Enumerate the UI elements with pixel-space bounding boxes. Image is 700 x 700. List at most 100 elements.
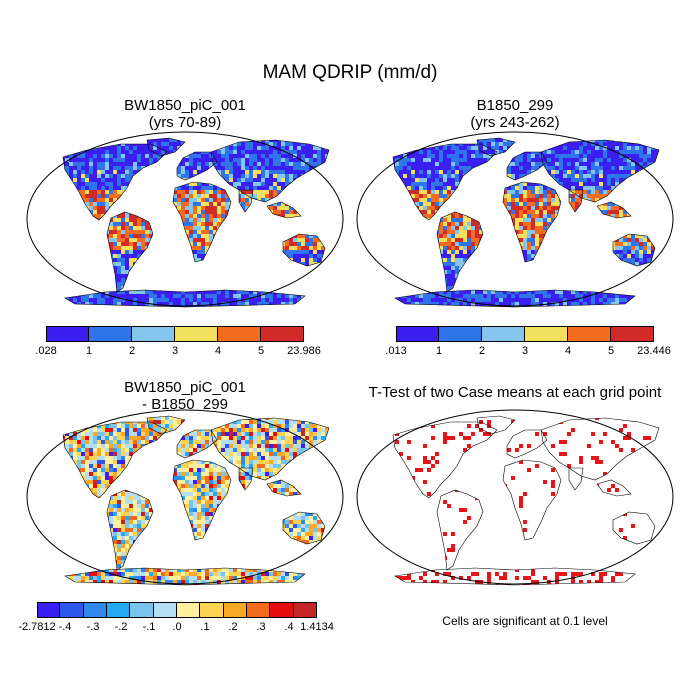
colorbar-case1-label: 3	[171, 345, 179, 357]
map-ttest-coastline-na	[392, 421, 498, 499]
colorbar-case1-swatch	[175, 326, 218, 342]
colorbar-case2-label: .013	[385, 345, 407, 357]
colorbar-diff-label: -.3	[86, 621, 100, 633]
map-case1-coastline-as	[210, 139, 330, 203]
map-case1-coastline-eu	[176, 151, 218, 181]
map-case2	[356, 131, 674, 308]
colorbar-diff-swatch	[293, 602, 317, 618]
map-case1-coastline-sa	[106, 211, 154, 293]
map-case1	[26, 131, 344, 308]
colorbar-case2-swatch	[396, 326, 439, 342]
colorbar-diff-swatch	[60, 602, 84, 618]
map-case2-coastline-as	[540, 139, 660, 203]
map-ttest-coastline-as	[540, 417, 660, 481]
colorbar-case1-swatch	[132, 326, 175, 342]
colorbar-diff-label: .2	[228, 621, 238, 633]
panel-case2-title-line2: (yrs 243-262)	[470, 114, 560, 131]
figure-title: MAM QDRIP (mm/d)	[262, 62, 438, 83]
ttest-significance-note: Cells are significant at 0.1 level	[442, 614, 608, 628]
colorbar-case2-swatch	[611, 326, 654, 342]
map-diff-border	[26, 409, 344, 585]
map-ttest-coastline-sea	[596, 479, 632, 497]
colorbar-case1-label: 1	[85, 345, 93, 357]
map-case1-border	[26, 131, 344, 307]
map-ttest-coastline-gl	[476, 415, 516, 435]
colorbar-case1: .028 1 2 3 4 5 23.986	[35, 326, 321, 360]
map-case2-coastline-ind	[568, 189, 584, 213]
colorbar-diff-label: .0	[172, 621, 182, 633]
map-ttest	[356, 409, 674, 586]
colorbar-case2-label: 23.446	[637, 345, 671, 357]
panel-diff-title-line2: - B1850_299	[142, 396, 228, 413]
colorbar-diff-swatch	[130, 602, 154, 618]
map-ttest-coastline-eu	[506, 429, 548, 459]
colorbar-case1-label: 23.986	[287, 345, 321, 357]
colorbar-case2-label: 1	[435, 345, 443, 357]
panel-case1-title: BW1850_piC_001 (yrs 70-89)	[25, 97, 345, 131]
panel-case1-title-line1: BW1850_piC_001	[124, 97, 246, 114]
map-case1-coastline-na	[62, 143, 168, 221]
map-ttest-coastline-au	[612, 511, 656, 545]
colorbar-case1-swatch	[261, 326, 304, 342]
colorbar-diff-swatch	[107, 602, 131, 618]
map-case2-border	[356, 131, 674, 307]
colorbar-diff-label: .4	[284, 621, 294, 633]
panel-ttest-title-line1: T-Test of two Case means at each grid po…	[368, 384, 662, 401]
panel-case2-title-line1: B1850_299	[476, 97, 554, 114]
colorbar-diff-swatch	[177, 602, 201, 618]
colorbar-case1-label: 5	[257, 345, 265, 357]
colorbar-case2-label: 3	[521, 345, 529, 357]
colorbar-case1-swatch	[89, 326, 132, 342]
panel-diff-title: BW1850_piC_001 - B1850_299	[25, 379, 345, 413]
map-ttest-coastline-sa	[436, 489, 484, 571]
map-ttest-coastline-an	[394, 567, 636, 586]
map-case2-coastline-an	[394, 289, 636, 308]
map-case1-coastline-sea	[266, 201, 302, 219]
map-case2-coastline-gl	[476, 137, 516, 157]
colorbar-diff-label: -.4	[58, 621, 72, 633]
colorbar-diff-label: .1	[200, 621, 210, 633]
colorbar-case2-swatch	[568, 326, 611, 342]
colorbar-case1-label: 4	[214, 345, 222, 357]
panel-case2-title: B1850_299 (yrs 243-262)	[355, 97, 675, 131]
map-diff-coastline-gl	[146, 415, 186, 435]
map-diff-coastline-ind	[238, 467, 254, 491]
colorbar-diff-swatch	[223, 602, 247, 618]
colorbar-diff-swatch	[37, 602, 61, 618]
colorbar-case2-swatch	[439, 326, 482, 342]
map-case1-coastline-gl	[146, 137, 186, 157]
map-diff	[26, 409, 344, 586]
map-ttest-coastline-ind	[568, 467, 584, 491]
map-diff-coastline-as	[210, 417, 330, 481]
map-case2-coastline-eu	[506, 151, 548, 181]
map-case2-coastline-na	[392, 143, 498, 221]
colorbar-diff-swatch	[270, 602, 294, 618]
colorbar-diff-label: -.2	[114, 621, 128, 633]
map-diff-coastline-an	[64, 567, 306, 586]
colorbar-diff-label: -.1	[142, 621, 156, 633]
colorbar-case2-label: 4	[564, 345, 572, 357]
map-diff-coastline-af	[172, 459, 232, 541]
colorbar-case1-swatch	[46, 326, 89, 342]
map-diff-coastline-na	[62, 421, 168, 499]
map-case2-coastline-sa	[436, 211, 484, 293]
colorbar-diff-swatch	[247, 602, 271, 618]
panel-ttest-title: T-Test of two Case means at each grid po…	[345, 384, 685, 401]
map-case1-coastline-af	[172, 181, 232, 263]
colorbar-diff-label: -2.7812	[18, 621, 56, 633]
colorbar-case2-label: 2	[478, 345, 486, 357]
colorbar-diff-swatch	[200, 602, 224, 618]
colorbar-diff-swatch	[153, 602, 177, 618]
colorbar-diff-label: .3	[256, 621, 266, 633]
map-case2-coastline-af	[502, 181, 562, 263]
map-diff-coastline-au	[282, 511, 326, 545]
colorbar-diff-label: 1.4134	[300, 621, 334, 633]
colorbar-diff-swatch	[83, 602, 107, 618]
map-case2-coastline-au	[612, 233, 656, 267]
panel-case1-title-line2: (yrs 70-89)	[148, 114, 222, 131]
map-case2-coastline-sea	[596, 201, 632, 219]
map-ttest-border	[356, 409, 674, 585]
map-case1-coastline-au	[282, 233, 326, 267]
colorbar-case1-label: 2	[128, 345, 136, 357]
map-diff-coastline-sea	[266, 479, 302, 497]
